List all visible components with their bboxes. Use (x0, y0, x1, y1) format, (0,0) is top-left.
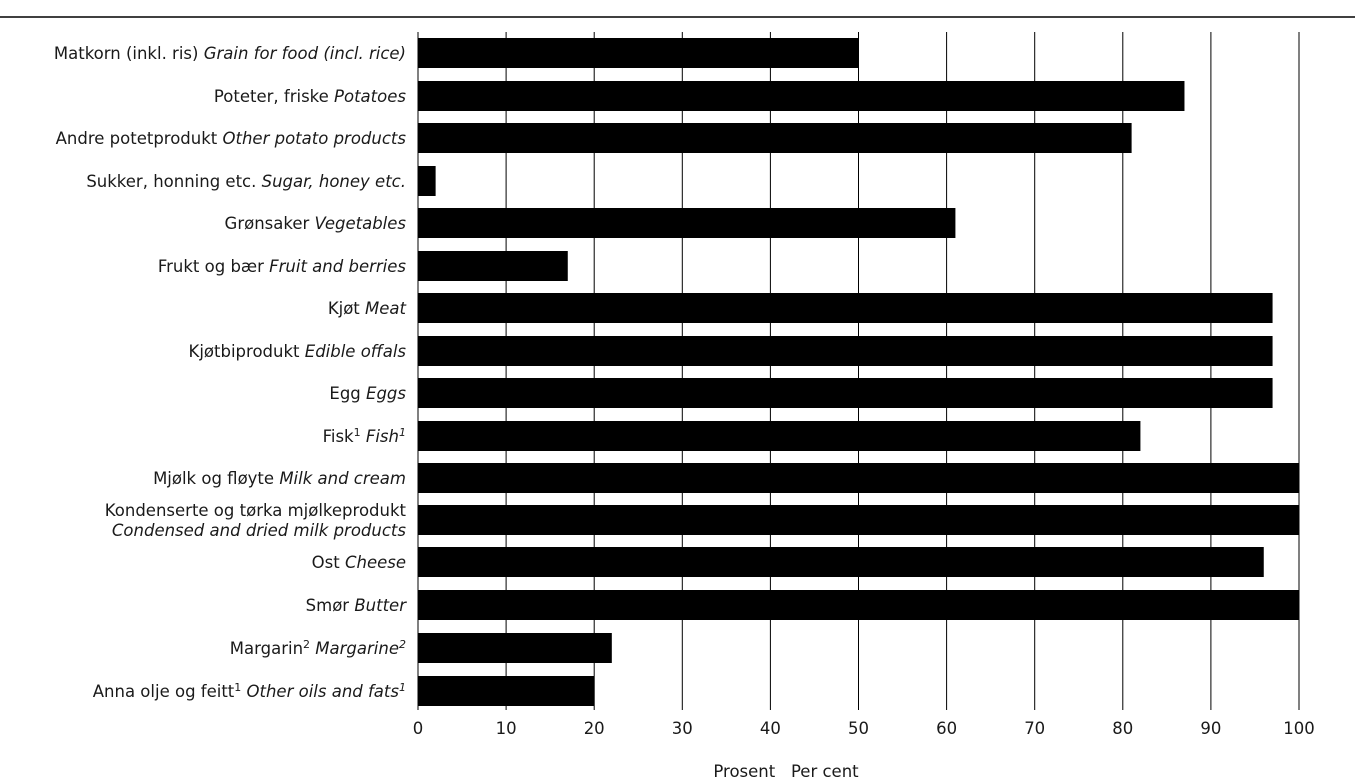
category-label-12: Kondenserte og tørka mjølkeprodukt (105, 501, 407, 520)
category-label-11: Mjølk og fløyte Milk and cream (153, 469, 406, 488)
x-tick-label-60: 60 (936, 719, 957, 738)
category-label-2: Poteter, friske Potatoes (214, 87, 406, 106)
bar-12 (418, 505, 1299, 535)
bar-15 (418, 633, 612, 663)
category-label-14: Smør Butter (306, 596, 408, 615)
bar-7 (418, 293, 1273, 323)
bar-9 (418, 378, 1273, 408)
x-tick-label-20: 20 (584, 719, 605, 738)
bar-10 (418, 421, 1141, 451)
bar-1 (418, 38, 859, 68)
bar-5 (418, 208, 956, 238)
category-label-8: Kjøtbiprodukt Edible offals (189, 342, 407, 361)
category-label-7: Kjøt Meat (328, 299, 407, 318)
x-tick-label-100: 100 (1283, 719, 1315, 738)
x-tick-label-70: 70 (1024, 719, 1045, 738)
x-tick-label-90: 90 (1200, 719, 1221, 738)
category-label-9: Egg Eggs (329, 384, 406, 403)
bar-16 (418, 676, 595, 706)
x-tick-labels: 0 10 20 30 40 50 60 70 80 90 100 (413, 719, 1315, 738)
x-tick-label-50: 50 (848, 719, 869, 738)
bar-8 (418, 336, 1273, 366)
x-tick-label-30: 30 (672, 719, 693, 738)
x-tick-label-0: 0 (413, 719, 424, 738)
category-label-1: Matkorn (inkl. ris) Grain for food (incl… (54, 44, 406, 63)
bar-3 (418, 123, 1132, 153)
x-tick-label-80: 80 (1112, 719, 1133, 738)
x-tick-label-40: 40 (760, 719, 781, 738)
x-tick-label-10: 10 (496, 719, 517, 738)
bar-2 (418, 81, 1185, 111)
bar-13 (418, 547, 1264, 577)
category-label-10: Fisk1 Fish1 (323, 426, 406, 447)
category-label-6: Frukt og bær Fruit and berries (158, 257, 407, 276)
x-axis-title: Prosent Per cent (713, 762, 859, 781)
category-label-16: Anna olje og feitt1 Other oils and fats1 (93, 681, 406, 702)
bar-6 (418, 251, 568, 281)
bar-4 (418, 166, 436, 196)
bars (418, 38, 1299, 706)
category-label-13: Ost Cheese (312, 553, 406, 572)
bar-11 (418, 463, 1299, 493)
category-label-3: Andre potetprodukt Other potato products (56, 129, 407, 148)
category-label-15: Margarin2 Margarine2 (230, 638, 406, 659)
category-labels: Matkorn (inkl. ris) Grain for food (incl… (54, 44, 407, 701)
category-label-12-en: Condensed and dried milk products (112, 521, 406, 540)
category-label-4: Sukker, honning etc. Sugar, honey etc. (86, 172, 406, 191)
bar-14 (418, 590, 1299, 620)
category-label-5: Grønsaker Vegetables (225, 214, 407, 233)
